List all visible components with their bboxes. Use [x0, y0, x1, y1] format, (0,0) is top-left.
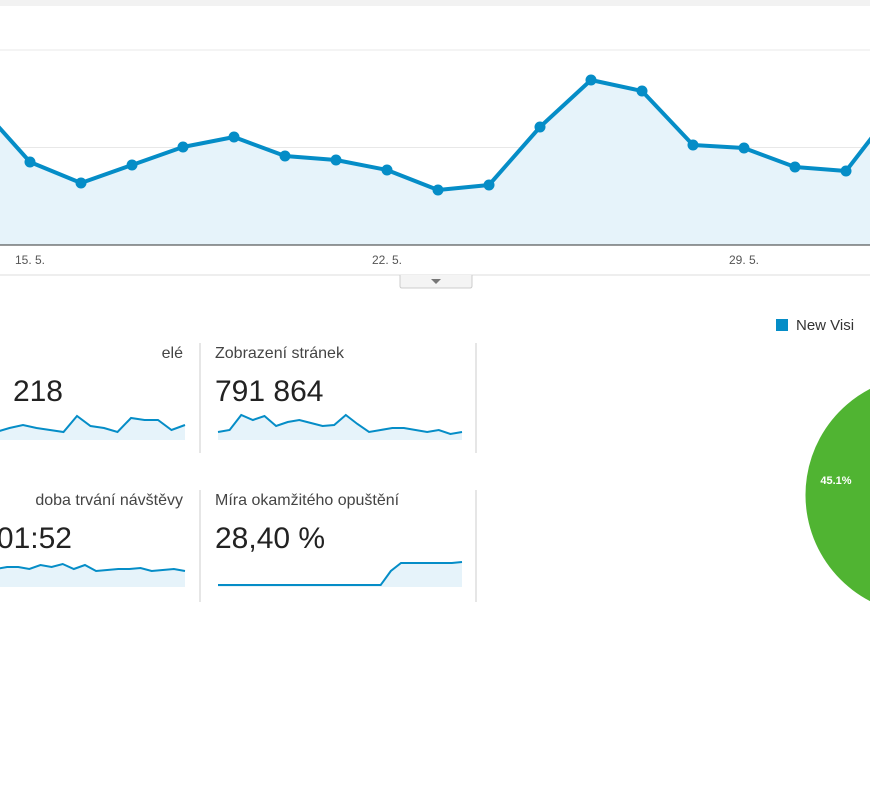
point[interactable]: [636, 85, 648, 97]
point[interactable]: [789, 161, 801, 173]
point[interactable]: [177, 141, 189, 153]
metric-value: 01:52: [0, 522, 72, 555]
metric-value: 791 864: [215, 375, 323, 408]
legend-label: New Visi: [796, 317, 854, 334]
point[interactable]: [687, 139, 699, 151]
sparkline-area: [0, 564, 185, 587]
x-tick-label: 29. 5.: [729, 253, 759, 267]
metric-label: elé: [162, 345, 183, 362]
sparkline: [218, 561, 463, 586]
point[interactable]: [228, 131, 240, 143]
point[interactable]: [126, 159, 138, 171]
metric-label: Zobrazení stránek: [215, 345, 345, 362]
x-tick-label: 22. 5.: [372, 253, 402, 267]
point[interactable]: [279, 150, 291, 162]
pie-label: 45.1%: [820, 475, 851, 487]
top-bar: [0, 0, 870, 6]
x-tick-label: 15. 5.: [15, 253, 45, 267]
area: [0, 80, 870, 245]
metric-label: doba trvání návštěvy: [35, 492, 183, 509]
pie-slice[interactable]: [804, 375, 870, 609]
point[interactable]: [381, 164, 393, 176]
metric-value: 28,40 %: [215, 522, 325, 555]
sparkline: [0, 562, 186, 573]
point[interactable]: [840, 165, 852, 177]
legend-swatch: [776, 319, 788, 331]
point[interactable]: [534, 121, 546, 133]
metric-label: Míra okamžitého opuštění: [215, 492, 400, 509]
sparkline: [217, 413, 463, 436]
sparkline-area: [218, 415, 462, 440]
point[interactable]: [330, 154, 342, 166]
point[interactable]: [585, 74, 597, 86]
sparkline-area: [218, 562, 462, 587]
point[interactable]: [738, 142, 750, 154]
point[interactable]: [432, 184, 444, 196]
point[interactable]: [75, 177, 87, 189]
point[interactable]: [24, 156, 36, 168]
metric-value: 218: [13, 375, 63, 408]
sparkline-area: [0, 416, 185, 440]
collapse-arrow[interactable]: [431, 279, 441, 284]
point[interactable]: [483, 179, 495, 191]
sparkline: [0, 414, 186, 434]
